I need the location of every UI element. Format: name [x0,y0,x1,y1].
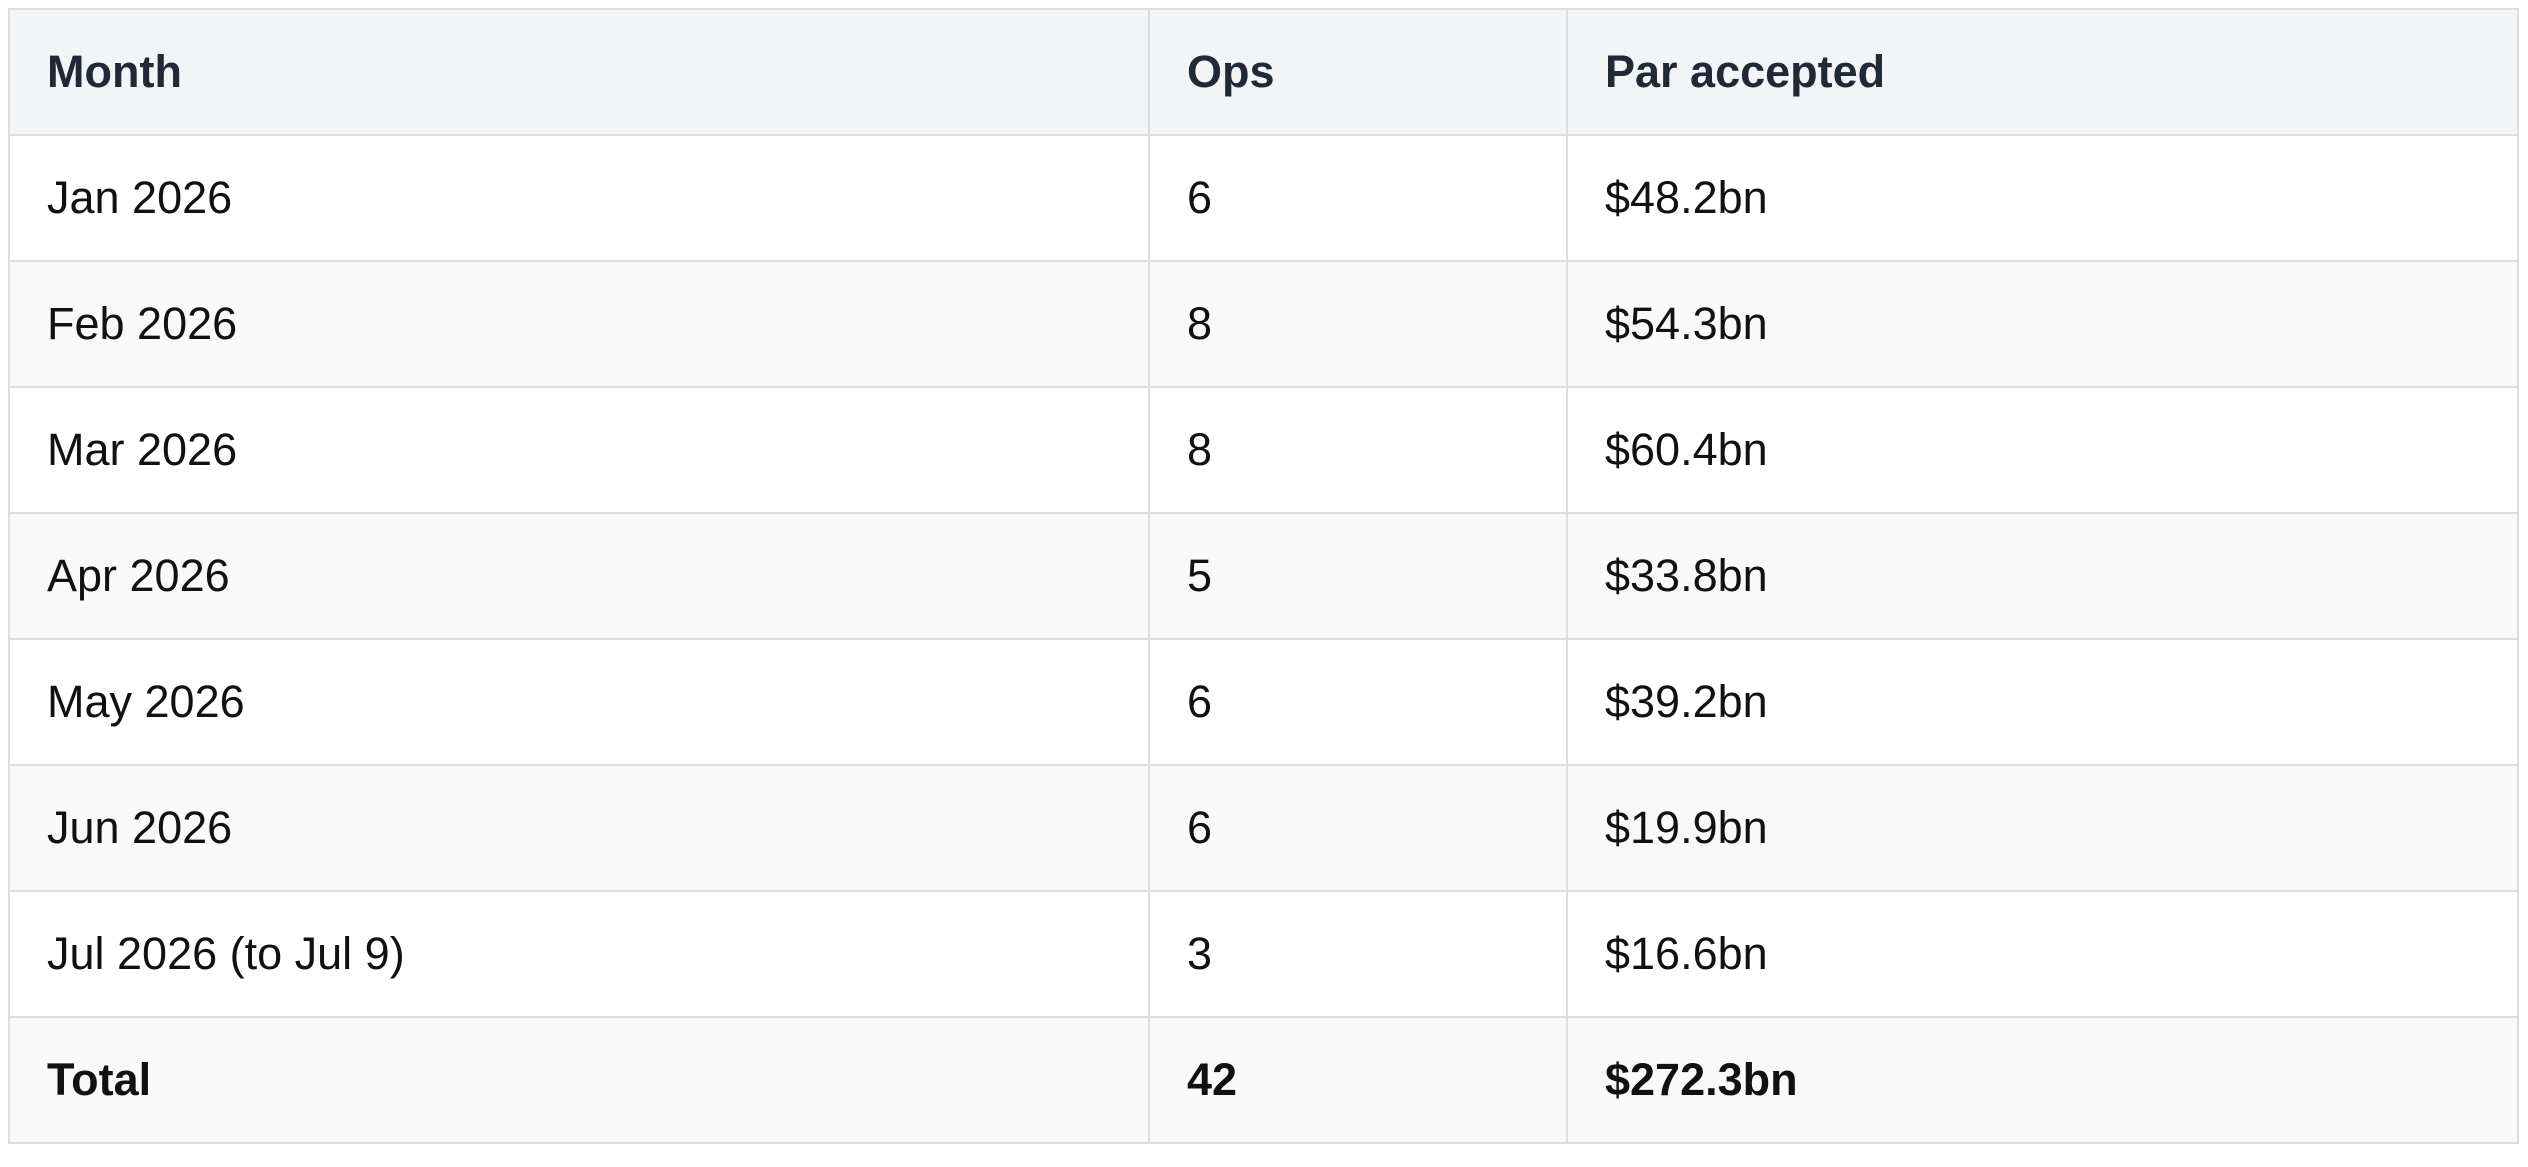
table-cell: $54.3bn [1566,260,2519,388]
table-row: Jun 2026 6 $19.9bn [8,764,2519,892]
table-row: Mar 2026 8 $60.4bn [8,386,2519,514]
table-cell: Feb 2026 [8,260,1150,388]
table-cell: 8 [1148,260,1568,388]
header-row: Month Ops Par accepted [8,8,2519,136]
total-row: Total 42 $272.3bn [8,1016,2519,1144]
data-table: Month Ops Par accepted Jan 2026 6 $48.2bn Feb… [8,8,2519,1144]
table-cell: $16.6bn [1566,890,2519,1018]
table-cell: $48.2bn [1566,134,2519,262]
total-cell: $272.3bn [1566,1016,2519,1144]
header-cell: Ops [1148,8,1568,136]
table-row: Apr 2026 5 $33.8bn [8,512,2519,640]
table-row: May 2026 6 $39.2bn [8,638,2519,766]
table-cell: Jan 2026 [8,134,1150,262]
table-cell: Apr 2026 [8,512,1150,640]
table-cell: 6 [1148,638,1568,766]
table-row: Jul 2026 (to Jul 9) 3 $16.6bn [8,890,2519,1018]
table-cell: 6 [1148,134,1568,262]
total-cell: 42 [1148,1016,1568,1144]
table-cell: 3 [1148,890,1568,1018]
table-cell: Mar 2026 [8,386,1150,514]
table-cell: $39.2bn [1566,638,2519,766]
header-cell: Month [8,8,1150,136]
table-cell: Jul 2026 (to Jul 9) [8,890,1150,1018]
table-cell: Jun 2026 [8,764,1150,892]
table-cell: 6 [1148,764,1568,892]
table-cell: 8 [1148,386,1568,514]
table-cell: May 2026 [8,638,1150,766]
header-cell: Par accepted [1566,8,2519,136]
table-cell: $60.4bn [1566,386,2519,514]
table-row: Feb 2026 8 $54.3bn [8,260,2519,388]
table-row: Jan 2026 6 $48.2bn [8,134,2519,262]
total-cell: Total [8,1016,1150,1144]
table-cell: 5 [1148,512,1568,640]
table-cell: $33.8bn [1566,512,2519,640]
table-cell: $19.9bn [1566,764,2519,892]
